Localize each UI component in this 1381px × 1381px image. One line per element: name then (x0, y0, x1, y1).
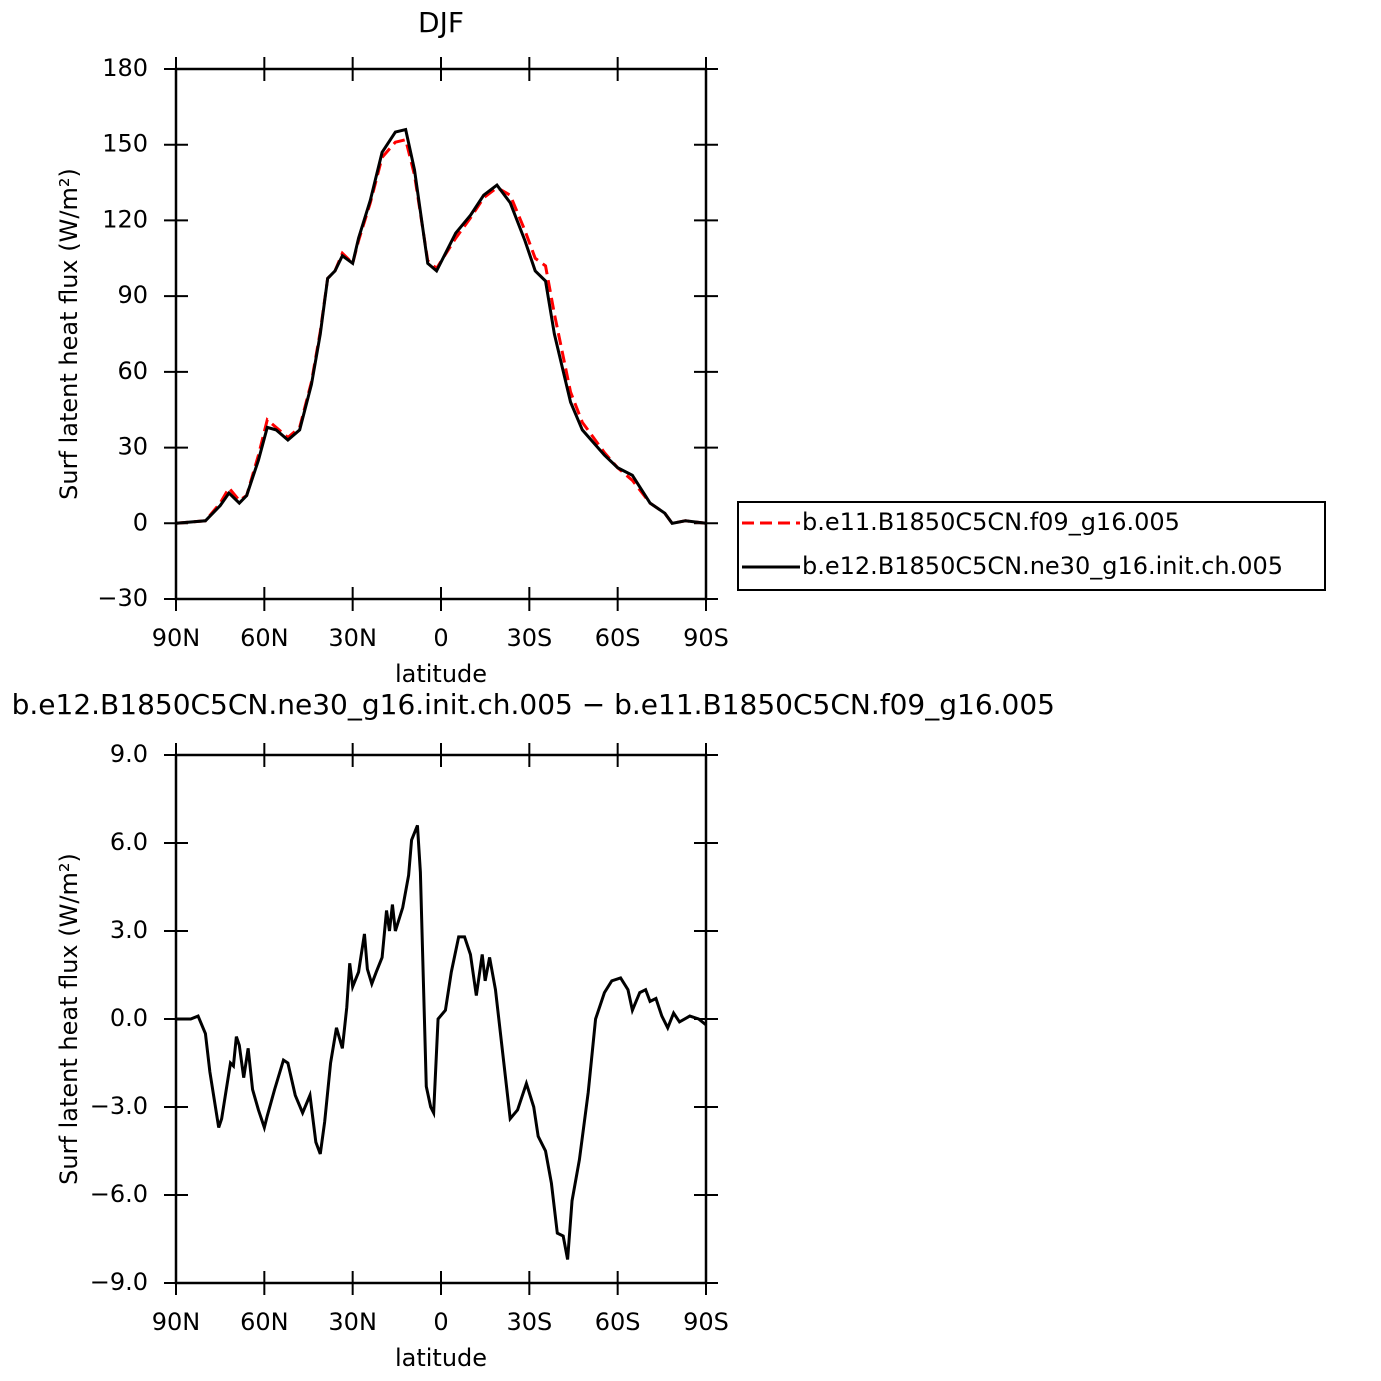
x-axis-label: latitude (395, 1344, 487, 1372)
x-tick-label: 0 (433, 624, 448, 652)
legend-label: b.e12.B1850C5CN.ne30_g16.init.ch.005 (802, 552, 1283, 580)
x-tick-label: 30N (328, 624, 377, 652)
plot-frame (174, 753, 708, 1285)
y-tick-label: 90 (117, 281, 148, 309)
x-tick-label: 90N (152, 1308, 201, 1336)
x-tick-label: 90S (683, 1308, 729, 1336)
plot-frame (174, 67, 708, 601)
x-tick-label: 90N (152, 624, 201, 652)
x-tick-label: 30S (506, 624, 552, 652)
x-tick-label: 60N (240, 1308, 289, 1336)
y-tick-label: 3.0 (110, 916, 148, 944)
x-axis-label: latitude (395, 660, 487, 688)
x-tick-label: 60S (595, 1308, 641, 1336)
x-tick-label: 0 (433, 1308, 448, 1336)
y-tick-label: −30 (97, 584, 148, 612)
y-tick-label: −3.0 (90, 1092, 148, 1120)
y-tick-label: 30 (117, 433, 148, 461)
y-tick-label: 150 (102, 130, 148, 158)
x-tick-label: 60S (595, 624, 641, 652)
y-tick-label: 60 (117, 357, 148, 385)
chart-title: b.e12.B1850C5CN.ne30_g16.init.ch.005 − b… (12, 688, 1055, 721)
x-tick-label: 30S (506, 1308, 552, 1336)
y-tick-label: 180 (102, 54, 148, 82)
data-line (175, 127, 707, 525)
y-axis-label: Surf latent heat flux (W/m²) (55, 853, 83, 1185)
y-tick-label: 0 (133, 508, 148, 536)
y-tick-label: −9.0 (90, 1268, 148, 1296)
x-tick-label: 30N (328, 1308, 377, 1336)
y-axis-label: Surf latent heat flux (W/m²) (55, 168, 83, 500)
chart-title: DJF (418, 6, 464, 39)
y-tick-label: 6.0 (110, 828, 148, 856)
y-tick-label: −6.0 (90, 1180, 148, 1208)
x-tick-label: 60N (240, 624, 289, 652)
y-tick-label: 120 (102, 205, 148, 233)
data-line (176, 824, 707, 1260)
legend-label: b.e11.B1850C5CN.f09_g16.005 (802, 508, 1180, 536)
legend-box (737, 501, 1326, 591)
x-tick-label: 90S (683, 624, 729, 652)
y-tick-label: 9.0 (110, 740, 148, 768)
y-tick-label: 0.0 (110, 1004, 148, 1032)
